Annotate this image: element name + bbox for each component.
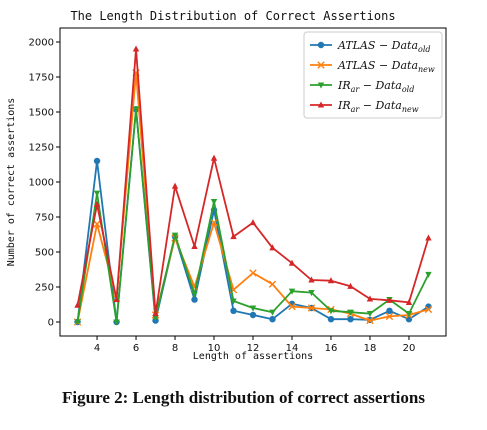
data-point	[386, 296, 393, 303]
data-point	[210, 199, 218, 206]
data-point	[171, 232, 179, 239]
x-tick-label: 16	[325, 343, 338, 354]
data-point	[269, 309, 276, 316]
data-point	[74, 319, 81, 326]
data-point	[366, 311, 374, 318]
data-point	[93, 220, 101, 228]
data-point	[249, 269, 257, 277]
x-tick-label: 18	[364, 343, 377, 354]
data-point	[308, 276, 315, 283]
data-point	[405, 311, 413, 318]
data-point	[230, 233, 237, 240]
data-point	[249, 311, 257, 319]
y-tick-label: 750	[35, 213, 54, 224]
y-tick-label: 1000	[29, 178, 54, 189]
legend-entry: ATLAS − Dataold​	[310, 39, 431, 54]
legend-box	[303, 31, 443, 119]
x-axis-label: Length of assertions	[193, 351, 313, 362]
y-axis-ticks: 0 250 500 750 1000 1250 1500 1750 2000	[29, 38, 60, 329]
data-point	[191, 296, 198, 303]
data-point	[269, 244, 276, 251]
legend-entry: IRar​ − Dataold​	[310, 79, 414, 94]
series-0	[74, 106, 432, 326]
x-tick-label: 20	[403, 343, 416, 354]
data-point	[288, 288, 296, 295]
data-point	[93, 157, 101, 165]
data-point	[210, 218, 218, 227]
data-point	[366, 295, 374, 302]
y-axis-label: Number of correct assertions	[6, 98, 17, 267]
y-tick-label: 250	[35, 283, 54, 294]
data-point	[327, 316, 335, 323]
data-point	[347, 309, 354, 316]
data-point	[249, 219, 257, 226]
data-point	[386, 307, 393, 314]
x-tick-label: 14	[286, 343, 299, 354]
legend-marker	[317, 41, 325, 49]
legend-label: ATLAS − Datanew​	[337, 59, 435, 74]
legend-marker	[317, 82, 325, 89]
x-tick-label: 12	[247, 343, 260, 354]
x-tick-label: 4	[94, 343, 100, 354]
data-point	[405, 298, 413, 305]
legend-label: ATLAS − Dataold​	[337, 39, 431, 54]
data-point	[191, 291, 198, 298]
data-point	[113, 319, 120, 326]
y-tick-label: 1250	[29, 143, 54, 154]
legend-marker	[317, 61, 325, 69]
data-point	[366, 316, 374, 325]
series-2	[74, 106, 432, 326]
data-point	[288, 302, 296, 311]
y-tick-label: 500	[35, 248, 54, 259]
data-point	[327, 308, 335, 315]
data-point	[191, 242, 198, 249]
legend-marker	[317, 101, 325, 108]
y-tick-label: 1500	[29, 108, 54, 119]
series-3	[74, 45, 432, 317]
data-point	[308, 290, 315, 297]
data-point	[269, 316, 276, 323]
x-tick-label: 8	[172, 343, 178, 354]
data-point	[424, 305, 433, 314]
data-point	[385, 312, 394, 321]
legend-entry: IRar​ − Datanew​	[310, 99, 419, 114]
legend: ATLAS − Dataold​ ATLAS − Datanew​ IRar​ − …	[303, 31, 443, 119]
data-point	[93, 200, 101, 207]
data-point	[152, 310, 159, 317]
legend-entry: ATLAS − Datanew​	[310, 59, 435, 74]
data-point	[288, 259, 296, 266]
data-point	[93, 190, 101, 197]
x-tick-label: 10	[208, 343, 221, 354]
series-group	[73, 45, 433, 326]
legend-label: IRar​ − Datanew​	[337, 99, 419, 114]
data-point	[132, 45, 140, 52]
data-point	[347, 316, 354, 323]
y-tick-label: 1750	[29, 73, 54, 84]
x-axis-ticks: 4 6 8 10 12 14 16 18 20	[94, 336, 415, 354]
data-point	[425, 271, 432, 278]
data-point	[425, 234, 432, 241]
data-point	[230, 307, 237, 314]
data-point	[405, 316, 413, 323]
data-point	[268, 280, 277, 288]
figure-caption: Figure 2: Length distribution of correct…	[62, 388, 425, 407]
data-point	[210, 154, 218, 161]
data-point	[347, 282, 354, 289]
data-point	[327, 277, 335, 284]
data-point	[132, 106, 140, 113]
y-tick-label: 0	[48, 318, 54, 329]
chart-title: The Length Distribution of Correct Asser…	[70, 9, 395, 23]
data-point	[171, 182, 179, 189]
legend-label: IRar​ − Dataold​	[337, 79, 414, 94]
data-point	[249, 305, 257, 312]
y-tick-label: 2000	[29, 38, 54, 49]
data-point	[74, 301, 81, 308]
data-point	[307, 304, 316, 312]
data-point	[113, 296, 120, 303]
data-point	[152, 315, 159, 322]
data-point	[230, 298, 237, 305]
x-tick-label: 6	[133, 343, 139, 354]
